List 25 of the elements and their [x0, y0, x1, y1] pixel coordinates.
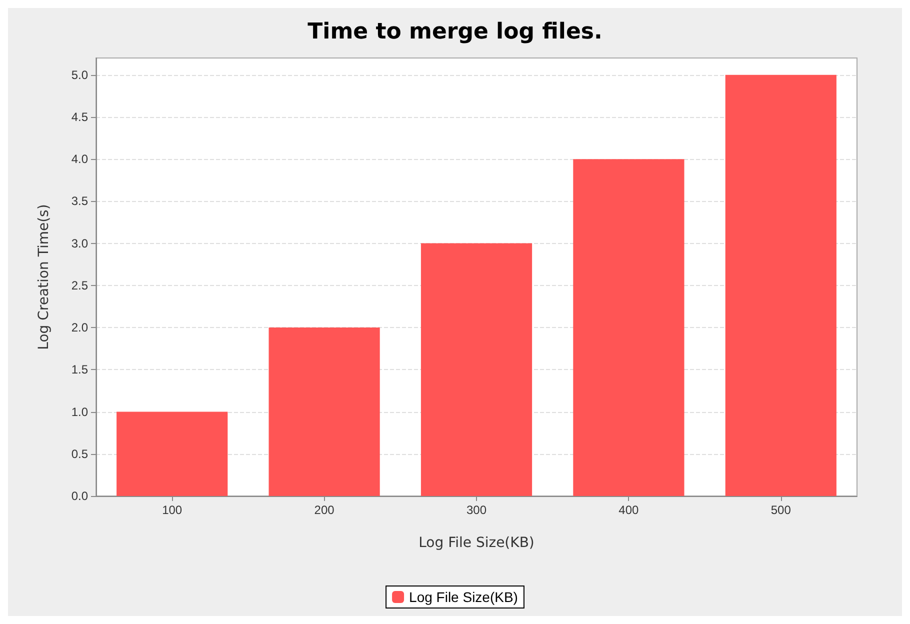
y-tick-label: 2.0: [71, 320, 88, 335]
x-tick-label: 200: [314, 503, 335, 517]
y-tick-label: 1.0: [71, 404, 88, 419]
x-tick-label: 300: [466, 503, 487, 517]
y-tick-label: 5.0: [71, 68, 88, 82]
chart-title: Time to merge log files.: [308, 20, 602, 44]
bar: [725, 74, 836, 496]
x-tick-label: 400: [618, 503, 640, 517]
x-tick-label: 100: [162, 503, 182, 517]
y-tick-label: 3.5: [71, 194, 88, 208]
bar: [420, 243, 532, 496]
y-axis-title: Log Creation Time(s): [36, 204, 52, 350]
y-tick-label: 0.0: [71, 489, 88, 503]
y-tick-label: 1.5: [71, 362, 88, 377]
legend-label: Log File Size(KB): [409, 589, 518, 605]
y-tick-label: 4.5: [71, 110, 88, 124]
bar: [268, 328, 380, 496]
bar: [573, 159, 684, 496]
bar: [116, 412, 228, 496]
x-tick-label: 500: [770, 503, 792, 517]
y-tick-label: 0.5: [71, 446, 88, 461]
y-tick-label: 2.5: [71, 278, 88, 292]
x-axis-title: Log File Size(KB): [418, 535, 534, 551]
y-tick-label: 4.0: [71, 152, 88, 166]
y-tick-label: 3.0: [71, 236, 88, 250]
